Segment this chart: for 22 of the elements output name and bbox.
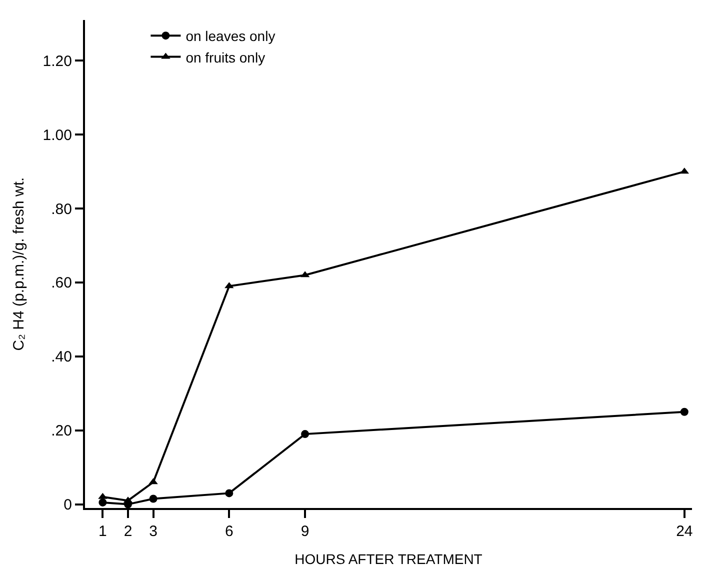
x-tick-label: 1: [98, 523, 107, 540]
x-tick-label: 6: [224, 523, 234, 540]
y-tick-label: .60: [51, 274, 72, 292]
y-tick-label: 1.00: [42, 126, 72, 144]
point: [149, 494, 158, 503]
legend-label: on fruits only: [186, 49, 266, 66]
x-tick-label: 24: [676, 523, 693, 540]
point: [680, 408, 688, 416]
y-tick-label: 0: [64, 496, 72, 514]
legend-label: on leaves only: [186, 28, 276, 44]
x-tick-label: 9: [300, 523, 310, 540]
x-tick-label: 3: [149, 523, 158, 540]
point: [301, 430, 310, 438]
y-axis-title: C₂ H4 (p.p.m.)/g. fresh wt.: [10, 177, 28, 351]
y-tick-label: 1.20: [42, 52, 72, 70]
x-tick-label: 2: [124, 523, 132, 540]
x-axis-title: HOURS AFTER TREATMENT: [294, 550, 483, 567]
point: [225, 489, 234, 498]
y-tick-label: .80: [51, 200, 72, 218]
y-tick-label: .40: [51, 348, 72, 366]
point: [98, 498, 107, 506]
y-tick-label: .20: [51, 422, 72, 440]
